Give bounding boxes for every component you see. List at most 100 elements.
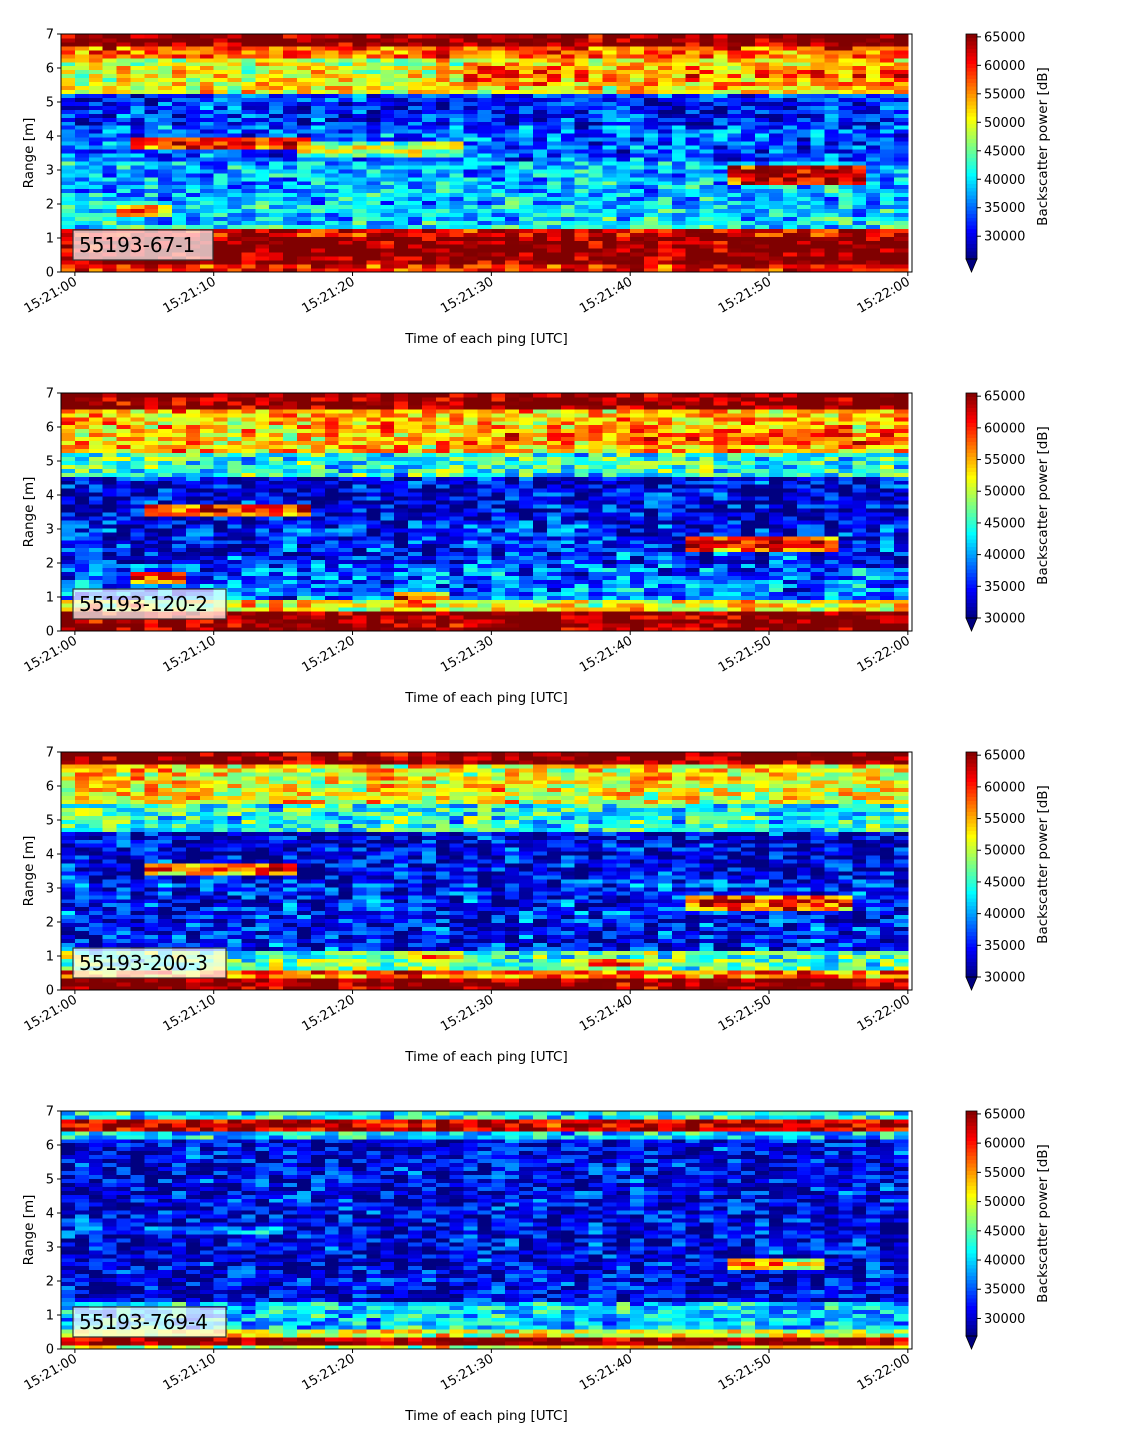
heatmap-cell [533,224,548,229]
heatmap-cell [297,184,312,190]
heatmap-cell [297,611,312,616]
heatmap-cell [172,512,187,517]
heatmap-cell [297,579,312,584]
heatmap-cell [588,45,603,51]
heatmap-cell [366,184,381,190]
heatmap-cell [685,77,701,83]
heatmap-cell [102,460,118,465]
heatmap-cell [796,216,812,221]
heatmap-cell [185,583,201,588]
heatmap-cell [394,81,409,87]
heatmap-cell [838,49,853,55]
heatmap-cell [644,200,659,206]
heatmap-cell [755,65,770,71]
heatmap-cell [366,125,381,130]
heatmap-cell [616,244,631,249]
heatmap-cell [297,156,312,162]
heatmap-cell [796,81,812,87]
heatmap-cell [297,476,312,481]
heatmap-cell [449,141,465,146]
heatmap-cell [102,492,118,497]
heatmap-cell [61,37,76,43]
heatmap-cell [241,117,256,122]
heatmap-cell [324,496,340,501]
heatmap-cell [144,543,159,549]
heatmap-cell [297,113,312,118]
heatmap-cell [297,607,312,612]
heatmap-cell [213,488,229,493]
heatmap-cell [769,192,784,198]
heatmap-cell [255,432,270,438]
heatmap-cell [297,172,312,178]
heatmap-cell [838,85,853,91]
heatmap-cell [699,133,714,138]
heatmap-cell [366,77,381,83]
heatmap-cell [880,256,895,261]
heatmap-cell [560,133,576,138]
heatmap-cell [421,34,437,39]
heatmap-cell [241,125,256,130]
heatmap-cell [338,168,354,174]
heatmap-cell [269,496,284,501]
heatmap-cell [533,101,548,106]
heatmap-cell [421,53,437,59]
heatmap-cell [185,137,201,142]
heatmap-cell [657,240,673,245]
heatmap-cell [435,145,451,150]
heatmap-cell [144,547,159,553]
heatmap-cell [796,188,812,194]
heatmap-cell [338,256,354,261]
heatmap-cell [324,543,340,549]
heatmap-cell [269,176,284,182]
heatmap-cell [796,109,812,114]
heatmap-cell [130,555,145,561]
heatmap-cell [880,45,895,51]
heatmap-cell [782,240,798,245]
heatmap-cell [158,101,173,106]
heatmap-cell [449,168,465,174]
heatmap-cell [880,156,895,162]
heatmap-cell [283,145,298,150]
heatmap-cell [519,65,534,71]
heatmap-cell [352,160,367,166]
colorbar-segment [966,187,977,193]
heatmap-cell [560,77,576,83]
heatmap-cell [755,121,770,126]
heatmap-cell [477,117,492,122]
heatmap-cell [130,623,145,628]
heatmap-cell [227,464,242,469]
heatmap-cell [158,268,173,273]
heatmap-cell [657,121,673,126]
heatmap-cell [546,228,562,233]
heatmap-cell [172,69,187,75]
heatmap-cell [463,57,478,63]
heatmap-cell [852,101,867,106]
heatmap-cell [560,224,576,229]
heatmap-cell [269,168,284,174]
heatmap-cell [463,117,478,122]
heatmap-cell [727,121,742,126]
heatmap-cell [657,137,673,142]
heatmap-cell [213,125,229,130]
heatmap-cell [324,236,340,241]
heatmap-cell [449,153,465,158]
heatmap-cell [755,220,770,225]
heatmap-cell [158,89,173,94]
heatmap-cell [519,129,534,134]
heatmap-cell [852,41,867,47]
heatmap-cell [824,164,839,170]
heatmap-cell [588,224,603,229]
heatmap-cell [213,216,229,221]
heatmap-cell [366,180,381,186]
heatmap-cell [616,224,631,229]
heatmap-cell [269,515,284,521]
heatmap-cell [505,252,520,257]
heatmap-cell [380,77,395,83]
heatmap-cell [574,220,590,225]
heatmap-cell [421,240,437,245]
heatmap-cell [310,97,326,102]
heatmap-cell [546,256,562,261]
heatmap-cell [283,172,298,178]
heatmap-cell [74,101,90,106]
heatmap-cell [158,149,173,154]
